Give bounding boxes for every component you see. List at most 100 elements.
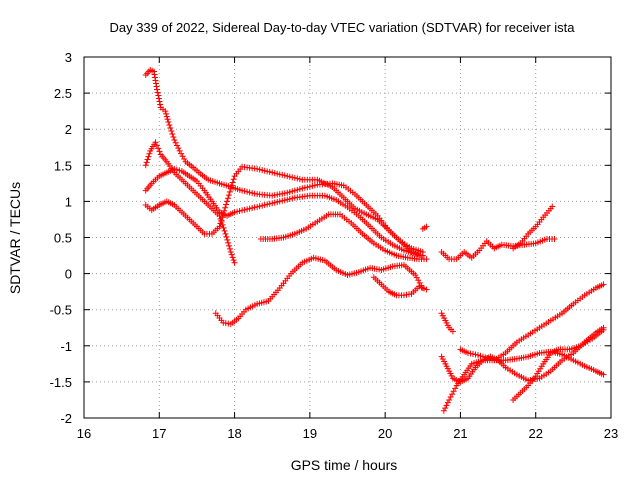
data-point: [416, 283, 423, 290]
data-point: [171, 165, 178, 172]
data-point: [246, 189, 253, 196]
data-point: [440, 407, 447, 414]
data-point: [418, 284, 425, 291]
data-point: [226, 188, 233, 195]
data-point: [266, 168, 273, 175]
data-point: [291, 174, 298, 181]
data-point: [249, 189, 256, 196]
data-point: [269, 169, 276, 176]
data-point: [155, 145, 162, 152]
data-point: [173, 166, 180, 173]
data-point: [269, 200, 276, 207]
data-point: [266, 200, 273, 207]
data-point: [449, 391, 456, 398]
data-point: [166, 121, 173, 128]
data-point: [225, 192, 232, 199]
data-point: [474, 352, 481, 359]
chart-title: Day 339 of 2022, Sidereal Day-to-day VTE…: [109, 20, 575, 35]
data-point: [146, 150, 153, 157]
data-point: [600, 281, 607, 288]
data-point: [154, 86, 161, 93]
data-point: [449, 328, 456, 335]
x-tick-label: 16: [77, 426, 91, 441]
data-point: [256, 166, 263, 173]
data-point: [450, 388, 457, 395]
series-track-10: [510, 203, 556, 252]
data-point: [170, 134, 177, 141]
data-point: [230, 257, 237, 264]
data-point: [221, 227, 228, 234]
series-track-8: [370, 274, 430, 299]
data-point: [259, 202, 266, 209]
data-point: [244, 206, 251, 213]
series-track-5: [257, 211, 430, 263]
series-track-7: [212, 254, 426, 328]
data-point: [163, 110, 170, 117]
data-point: [291, 187, 298, 194]
data-point: [286, 195, 293, 202]
data-point: [477, 352, 484, 359]
data-point: [225, 239, 232, 246]
data-point: [222, 204, 229, 211]
data-point: [274, 199, 281, 206]
data-point: [304, 184, 311, 191]
data-point: [153, 83, 160, 90]
data-point: [157, 101, 164, 108]
series-track-2: [142, 139, 238, 266]
y-tick-label: -1.5: [50, 375, 72, 390]
data-point: [155, 92, 162, 99]
x-tick-label: 22: [528, 426, 542, 441]
data-point: [154, 89, 161, 96]
y-tick-label: 1: [65, 194, 72, 209]
data-point: [276, 198, 283, 205]
series-track-3: [142, 165, 426, 259]
data-point: [228, 251, 235, 258]
series-track-4: [142, 163, 423, 259]
data-point: [296, 186, 303, 193]
data-point: [264, 168, 271, 175]
data-point: [236, 208, 243, 215]
data-point: [600, 326, 607, 333]
x-tick-label: 19: [303, 426, 317, 441]
data-point: [261, 202, 268, 209]
data-point: [299, 185, 306, 192]
data-point: [254, 165, 261, 172]
data-point: [274, 170, 281, 177]
series-track-1: [142, 66, 426, 255]
data-point: [223, 201, 230, 208]
data-point: [254, 203, 261, 210]
y-tick-label: 3: [65, 50, 72, 65]
data-point: [276, 171, 283, 178]
y-tick-label: 0: [65, 267, 72, 282]
data-point: [226, 245, 233, 252]
data-point: [281, 172, 288, 179]
data-point: [230, 176, 237, 183]
data-point: [289, 188, 296, 195]
data-point: [284, 173, 291, 180]
data-series: [142, 66, 607, 414]
data-point: [251, 190, 258, 197]
data-point: [156, 148, 163, 155]
data-point: [229, 179, 236, 186]
data-point: [168, 128, 175, 135]
data-point: [271, 170, 278, 177]
data-point: [151, 71, 158, 78]
x-tick-label: 21: [453, 426, 467, 441]
data-point: [171, 137, 178, 144]
data-point: [234, 208, 241, 215]
data-point: [261, 167, 268, 174]
data-point: [301, 184, 308, 191]
data-point: [256, 203, 263, 210]
data-point: [181, 155, 188, 162]
data-point: [172, 139, 179, 146]
data-point: [294, 175, 301, 182]
data-point: [144, 156, 151, 163]
data-point: [220, 224, 227, 231]
data-point: [241, 188, 248, 195]
data-point: [145, 153, 152, 160]
data-point: [179, 153, 186, 160]
series-track-13: [440, 281, 607, 414]
data-point: [155, 95, 162, 102]
data-point: [169, 131, 176, 138]
